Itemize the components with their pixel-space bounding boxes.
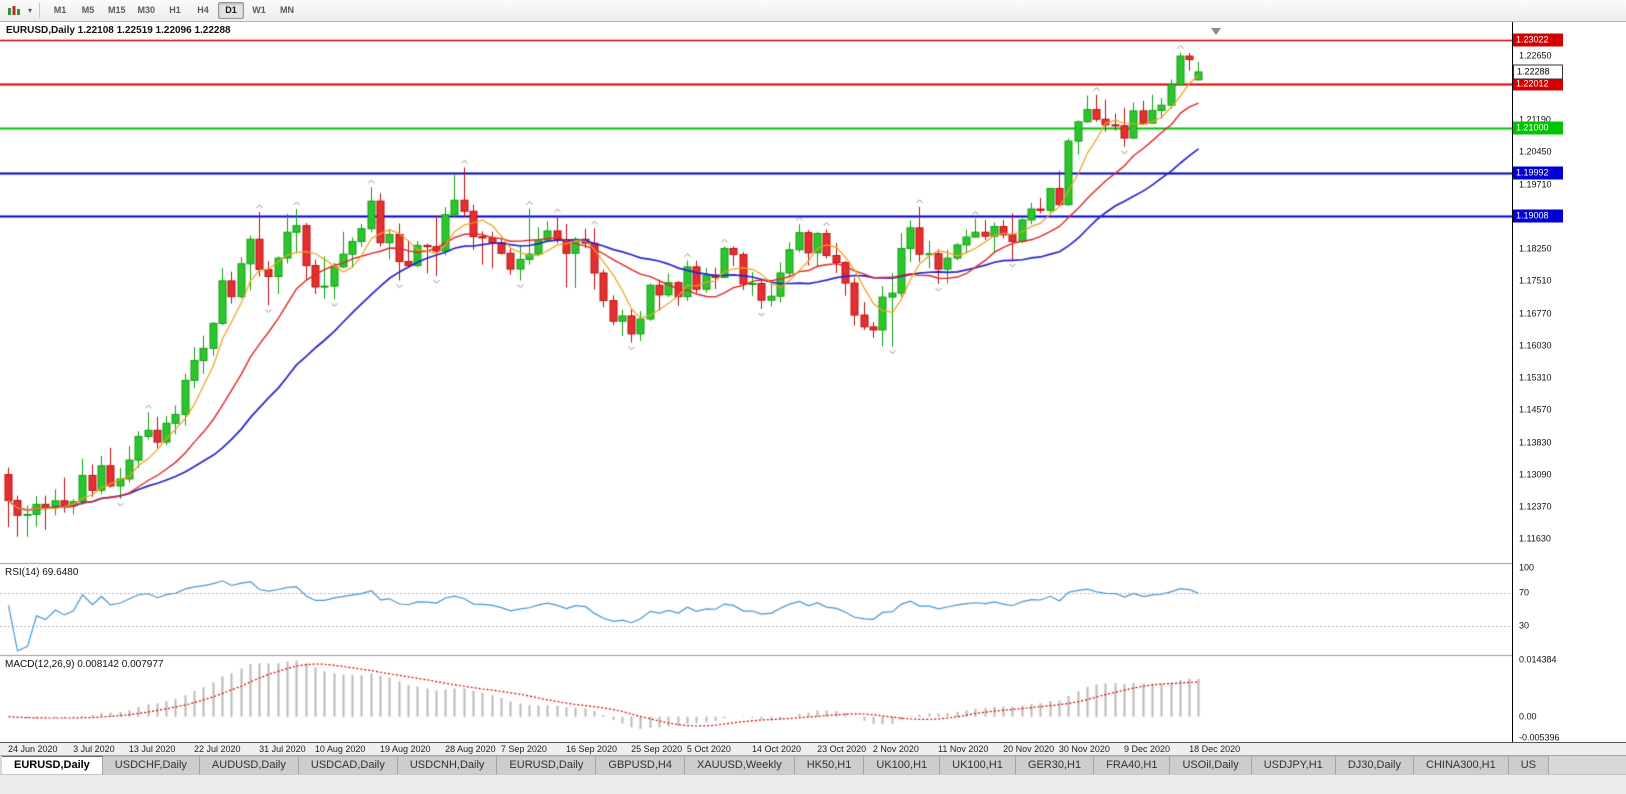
date-label: 31 Jul 2020 <box>259 744 306 754</box>
toolbar: ▾ M1 M5 M15 M30 H1 H4 D1 W1 MN <box>0 0 1626 22</box>
date-label: 9 Dec 2020 <box>1124 744 1171 754</box>
chart-tab-eurusd-daily[interactable]: EURUSD,Daily <box>2 756 103 774</box>
price-tick: 1.18250 <box>1519 243 1552 254</box>
date-label: 24 Jun 2020 <box>8 744 58 754</box>
chart-tab-usdchf-daily[interactable]: USDCHF,Daily <box>102 756 200 774</box>
date-label: 22 Jul 2020 <box>194 744 241 754</box>
price-tick: 1.13830 <box>1519 437 1552 448</box>
price-chart-canvas[interactable] <box>0 22 1512 742</box>
macd-label: MACD(12,26,9) 0.008142 0.007977 <box>5 659 164 670</box>
chart-tab-us[interactable]: US <box>1508 756 1549 774</box>
price-tick: 1.17510 <box>1519 275 1552 286</box>
timeframe-button-d1[interactable]: D1 <box>218 2 245 19</box>
chart-tab-eurusd-daily[interactable]: EURUSD,Daily <box>497 756 597 774</box>
chart-type-dropdown-icon[interactable]: ▾ <box>27 6 32 15</box>
chart-tab-usoil-daily[interactable]: USOil,Daily <box>1170 756 1252 774</box>
rsi-tick: 30 <box>1519 620 1530 631</box>
chart-title: EURUSD,Daily 1.22108 1.22519 1.22096 1.2… <box>6 25 231 36</box>
price-tick: 1.12370 <box>1519 501 1552 512</box>
price-level-tag: 1.19992 <box>1513 166 1563 180</box>
chart-tab-uk100-h1[interactable]: UK100,H1 <box>940 756 1016 774</box>
date-label: 30 Nov 2020 <box>1058 744 1110 754</box>
chart-tab-ger30-h1[interactable]: GER30,H1 <box>1015 756 1095 774</box>
date-label: 5 Oct 2020 <box>686 744 731 754</box>
chart-tab-fra40-h1[interactable]: FRA40,H1 <box>1094 756 1171 774</box>
toolbar-separator <box>39 3 40 18</box>
macd-tick: 0.00 <box>1519 711 1537 722</box>
price-tick: 1.11630 <box>1519 533 1551 544</box>
timeframe-button-h4[interactable]: H4 <box>190 2 216 19</box>
chart-tab-usdcad-daily[interactable]: USDCAD,Daily <box>298 756 398 774</box>
timeframe-button-mn[interactable]: MN <box>274 2 300 19</box>
date-label: 7 Sep 2020 <box>500 744 547 754</box>
timeframe-button-m5[interactable]: M5 <box>75 2 101 19</box>
date-label: 10 Aug 2020 <box>314 744 366 754</box>
price-tick: 1.16770 <box>1519 308 1552 319</box>
date-label: 13 Jul 2020 <box>128 744 176 754</box>
price-tick: 1.21190 <box>1519 114 1551 125</box>
chart-tab-xauusd-weekly[interactable]: XAUUSD,Weekly <box>684 756 795 774</box>
price-tick: 1.15310 <box>1519 372 1552 383</box>
chart-tabs: EURUSD,Daily USDCHF,Daily AUDUSD,Daily USDC… <box>0 755 1626 774</box>
price-level-tag: 1.19008 <box>1513 209 1563 223</box>
date-label: 28 Aug 2020 <box>445 744 496 754</box>
chart-tab-china300-h1[interactable]: CHINA300,H1 <box>1414 756 1509 774</box>
rsi-tick: 100 <box>1519 562 1535 573</box>
price-scale[interactable]: 1.226501.219301.211901.204501.197101.189… <box>1512 22 1626 743</box>
timeframe-button-m30[interactable]: M30 <box>133 2 161 19</box>
price-tick: 1.13090 <box>1519 469 1552 480</box>
chart-tab-usdcnh-daily[interactable]: USDCNH,Daily <box>397 756 498 774</box>
chart-tab-gbpusd-h4[interactable]: GBPUSD,H4 <box>596 756 685 774</box>
chart-type-icon[interactable] <box>4 2 24 20</box>
date-label: 19 Aug 2020 <box>380 744 431 754</box>
date-label: 23 Oct 2020 <box>817 744 867 754</box>
rsi-label: RSI(14) 69.6480 <box>5 567 79 578</box>
chart-tab-audusd-daily[interactable]: AUDUSD,Daily <box>199 756 299 774</box>
macd-tick: 0.014384 <box>1519 654 1557 665</box>
rsi-tick: 70 <box>1519 587 1530 598</box>
price-tick: 1.14570 <box>1519 404 1552 415</box>
chart-tab-dj30-daily[interactable]: DJ30,Daily <box>1335 756 1414 774</box>
timeframe-button-m15[interactable]: M15 <box>103 2 131 19</box>
price-level-tag: 1.21000 <box>1513 121 1563 135</box>
date-label: 14 Oct 2020 <box>752 744 802 754</box>
date-label: 11 Nov 2020 <box>938 744 989 754</box>
price-level-tag: 1.23022 <box>1513 33 1563 47</box>
current-price-tag: 1.22288 <box>1513 64 1563 80</box>
date-label: 3 Jul 2020 <box>73 744 115 754</box>
chart-tab-hk50-h1[interactable]: HK50,H1 <box>794 756 865 774</box>
price-tick: 1.22650 <box>1519 50 1552 61</box>
macd-tick: -0.005396 <box>1519 732 1560 743</box>
timeframe-button-w1[interactable]: W1 <box>246 2 272 19</box>
price-tick: 1.20450 <box>1519 146 1552 157</box>
chart-window: EURUSD,Daily 1.22108 1.22519 1.22096 1.2… <box>0 22 1626 743</box>
chart-tab-uk100-h1[interactable]: UK100,H1 <box>864 756 941 774</box>
date-label: 2 Nov 2020 <box>872 744 919 754</box>
price-tick: 1.16030 <box>1519 340 1552 351</box>
timeframe-button-m1[interactable]: M1 <box>47 2 73 19</box>
price-tick: 1.19710 <box>1519 179 1552 190</box>
chart-shift-marker[interactable] <box>1211 28 1221 35</box>
timeframe-button-h1[interactable]: H1 <box>162 2 188 19</box>
date-label: 25 Sep 2020 <box>631 744 683 754</box>
status-bar <box>0 774 1626 794</box>
date-label: 20 Nov 2020 <box>1003 744 1055 754</box>
price-level-tag: 1.22012 <box>1513 77 1563 91</box>
timeframe-buttons: M1 M5 M15 M30 H1 H4 D1 W1 MN <box>46 2 301 19</box>
time-axis[interactable]: 24 Jun 2020 3 Jul 2020 13 Jul 2020 22 Jul 2… <box>0 742 1626 755</box>
chart-tab-usdjpy-h1[interactable]: USDJPY,H1 <box>1251 756 1336 774</box>
date-label: 16 Sep 2020 <box>566 744 618 754</box>
date-label: 18 Dec 2020 <box>1189 744 1241 754</box>
